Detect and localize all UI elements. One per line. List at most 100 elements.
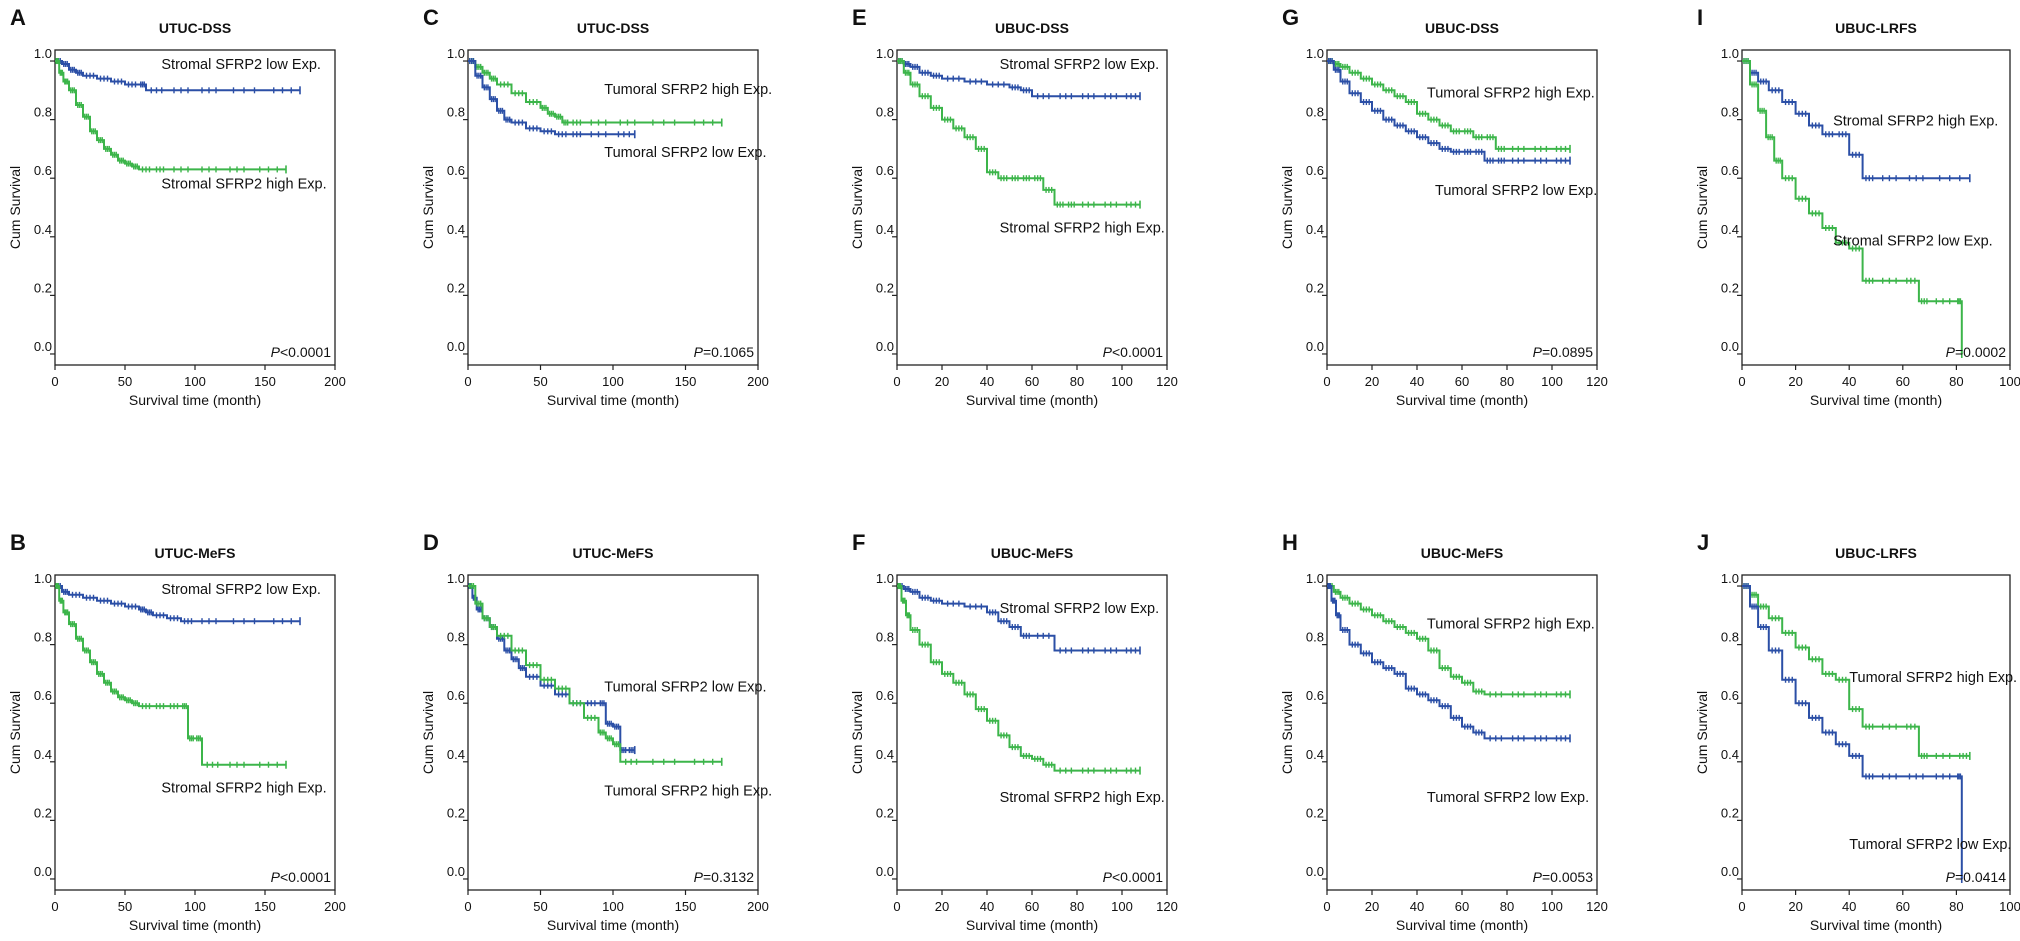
x-tick-label: 100 — [602, 374, 624, 389]
panel-letter: A — [10, 5, 26, 30]
x-tick-label: 80 — [1949, 899, 1963, 914]
y-tick-label: 1.0 — [876, 571, 894, 586]
panel-title: UBUC-MeFS — [1421, 545, 1503, 561]
series-label: Tumoral SFRP2 low Exp. — [1435, 183, 1597, 199]
y-tick-label: 0.6 — [1721, 688, 1739, 703]
series-label: Stromal SFRP2 low Exp. — [1833, 233, 1993, 249]
series-line-blue — [55, 60, 300, 92]
x-tick-label: 60 — [1455, 899, 1469, 914]
x-axis-label: Survival time (month) — [547, 392, 679, 408]
plot-frame — [1741, 49, 2011, 366]
x-tick-label: 20 — [1788, 899, 1802, 914]
panel-h: H UBUC-MeFS 0.0 0.2 0.4 0.6 0.8 1.0 0 20 40 60 80 100… — [1279, 530, 1608, 933]
y-tick-label: 1.0 — [447, 46, 465, 61]
p-value-prefix: P — [1103, 869, 1113, 885]
series-line-blue — [1742, 60, 1970, 180]
y-tick-label: 0.0 — [876, 864, 894, 879]
y-tick-label: 0.2 — [1721, 805, 1739, 820]
x-tick-label: 100 — [602, 899, 624, 914]
y-tick-label: 0.2 — [1306, 805, 1324, 820]
series-line-green — [1327, 60, 1570, 150]
series-label: Tumoral SFRP2 low Exp. — [604, 145, 766, 161]
y-tick-label: 0.8 — [1306, 105, 1324, 120]
series-label: Tumoral SFRP2 high Exp. — [604, 82, 772, 98]
x-tick-label: 20 — [935, 899, 949, 914]
p-value: P=0.1065 — [694, 344, 755, 360]
y-tick-label: 1.0 — [1721, 46, 1739, 61]
x-axis-label: Survival time (month) — [1810, 917, 1942, 933]
x-tick-label: 200 — [747, 899, 769, 914]
x-tick-label: 60 — [1896, 374, 1910, 389]
p-value: P=0.0414 — [1946, 869, 2007, 885]
y-tick-label: 1.0 — [876, 46, 894, 61]
x-tick-label: 100 — [1111, 899, 1133, 914]
panel-i: I UBUC-LRFS 0.0 0.2 0.4 0.6 0.8 1.0 0 20 40 60 80 100… — [1694, 5, 2020, 408]
y-tick-label: 0.6 — [1306, 688, 1324, 703]
x-tick-label: 50 — [533, 899, 547, 914]
p-value-prefix: P — [694, 869, 704, 885]
x-tick-label: 150 — [254, 374, 276, 389]
y-axis-label: Cum Survival — [1694, 691, 1710, 774]
x-tick-label: 80 — [1070, 374, 1084, 389]
series-label: Tumoral SFRP2 high Exp. — [1427, 85, 1595, 101]
y-axis-label: Cum Survival — [420, 166, 436, 249]
y-tick-label: 0.4 — [1721, 222, 1739, 237]
x-tick-label: 40 — [1410, 899, 1424, 914]
y-axis-label: Cum Survival — [1279, 166, 1295, 249]
series-label: Stromal SFRP2 high Exp. — [161, 177, 326, 193]
x-tick-label: 100 — [1999, 374, 2020, 389]
p-value-prefix: P — [271, 869, 281, 885]
y-tick-label: 0.8 — [34, 105, 52, 120]
x-tick-label: 60 — [1025, 899, 1039, 914]
y-tick-label: 0.4 — [447, 747, 465, 762]
x-tick-label: 20 — [1365, 899, 1379, 914]
y-tick-label: 0.8 — [1721, 105, 1739, 120]
panel-title: UTUC-DSS — [577, 20, 649, 36]
panel-title: UBUC-LRFS — [1835, 20, 1917, 36]
y-tick-label: 0.4 — [34, 222, 52, 237]
p-value: P<0.0001 — [271, 869, 332, 885]
x-tick-label: 0 — [51, 374, 58, 389]
series-line-green — [55, 585, 286, 766]
p-value-text: <0.0001 — [280, 869, 331, 885]
x-axis-label: Survival time (month) — [547, 917, 679, 933]
x-tick-label: 0 — [1323, 374, 1330, 389]
panel-b: B UTUC-MeFS 0.0 0.2 0.4 0.6 0.8 1.0 0 50 100 150 200… — [7, 530, 346, 933]
series-label: Tumoral SFRP2 low Exp. — [604, 680, 766, 696]
x-tick-label: 200 — [747, 374, 769, 389]
panel-a: A UTUC-DSS 0.0 0.2 0.4 0.6 0.8 1.0 0 50 100 150 200 S… — [7, 5, 346, 408]
panel-d: D UTUC-MeFS 0.0 0.2 0.4 0.6 0.8 1.0 0 50 100 150 200… — [420, 530, 772, 933]
x-tick-label: 50 — [118, 374, 132, 389]
x-axis-label: Survival time (month) — [129, 917, 261, 933]
p-value-text: =0.0002 — [1955, 344, 2006, 360]
x-tick-label: 0 — [1738, 899, 1745, 914]
series-label: Tumoral SFRP2 low Exp. — [1427, 790, 1589, 806]
panel-letter: I — [1697, 5, 1703, 30]
y-tick-label: 0.8 — [1721, 630, 1739, 645]
x-tick-label: 200 — [324, 899, 346, 914]
p-value: P=0.0053 — [1533, 869, 1594, 885]
y-axis-label: Cum Survival — [1279, 691, 1295, 774]
panel-title: UBUC-DSS — [995, 20, 1069, 36]
y-tick-label: 0.2 — [34, 280, 52, 295]
y-tick-label: 1.0 — [1721, 571, 1739, 586]
p-value: P=0.3132 — [694, 869, 755, 885]
series-label: Stromal SFRP2 low Exp. — [161, 582, 321, 598]
y-tick-label: 1.0 — [1306, 46, 1324, 61]
y-axis-label: Cum Survival — [420, 691, 436, 774]
series-label: Stromal SFRP2 low Exp. — [1000, 57, 1160, 73]
y-tick-label: 0.0 — [1721, 339, 1739, 354]
p-value-text: <0.0001 — [1112, 344, 1163, 360]
panel-letter: D — [423, 530, 439, 555]
plot-frame — [54, 574, 336, 891]
plot-frame — [896, 574, 1168, 891]
p-value-text: <0.0001 — [1112, 869, 1163, 885]
y-tick-label: 0.2 — [1721, 280, 1739, 295]
series-line-green — [55, 60, 286, 171]
x-tick-label: 0 — [1323, 899, 1330, 914]
y-tick-label: 0.4 — [876, 747, 894, 762]
x-axis-label: Survival time (month) — [966, 917, 1098, 933]
series-label: Tumoral SFRP2 high Exp. — [1849, 670, 2017, 686]
panel-j: J UBUC-LRFS 0.0 0.2 0.4 0.6 0.8 1.0 0 20 40 60 80 100… — [1694, 530, 2020, 933]
series-line-blue — [468, 60, 635, 136]
